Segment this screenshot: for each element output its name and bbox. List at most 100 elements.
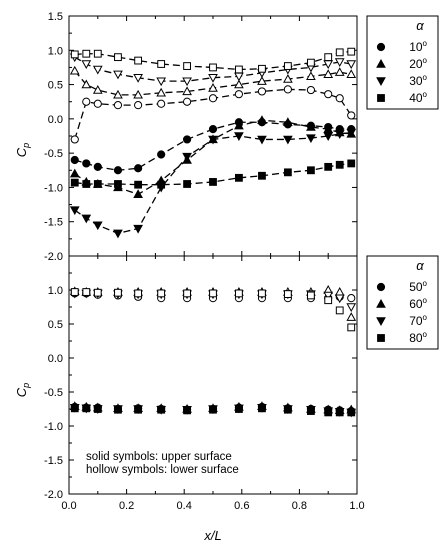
- y-tick-label: -2.0: [44, 489, 63, 501]
- legend-label: 20o: [409, 56, 427, 71]
- data-point: [283, 168, 292, 177]
- annotation-hollow-symbols: hollow symbols: lower surface: [86, 464, 239, 476]
- data-point: [157, 60, 166, 68]
- data-point: [82, 288, 91, 296]
- data-point: [258, 64, 266, 73]
- y-tick-label: -1.0: [44, 182, 63, 194]
- legend-label: 10o: [409, 39, 427, 54]
- top-legend-box: [366, 15, 439, 110]
- data-point: [70, 155, 79, 165]
- y-tick-label: 1.0: [48, 45, 63, 57]
- data-point: [134, 164, 143, 173]
- data-point: [81, 79, 92, 89]
- data-point: [183, 289, 191, 298]
- data-point: [347, 159, 356, 168]
- legend-marker: [376, 77, 386, 87]
- series-circle-lower: [70, 85, 356, 144]
- data-point: [234, 132, 244, 142]
- data-point: [208, 135, 218, 145]
- data-point: [70, 288, 79, 296]
- data-point: [209, 405, 217, 414]
- legend-marker: [376, 282, 386, 292]
- data-point: [92, 221, 103, 231]
- legend-label: 80o: [409, 330, 427, 345]
- data-point: [93, 288, 102, 297]
- data-point: [323, 291, 334, 301]
- x-tick-label: 1.0: [349, 500, 364, 512]
- data-point: [133, 189, 143, 198]
- data-point: [307, 58, 315, 67]
- data-point: [113, 70, 123, 80]
- data-point: [347, 408, 356, 417]
- bottom-legend-title: α: [416, 258, 424, 273]
- top-y-axis: 1.5 1.0 0.5 0.0 -0.5 -1.0 -1.5 -2.0: [44, 11, 358, 263]
- data-point: [335, 306, 344, 315]
- data-point: [283, 85, 292, 94]
- x-tick-label: 0.0: [61, 500, 76, 512]
- data-point: [235, 405, 243, 413]
- top-plot-marks: [69, 47, 357, 239]
- data-point: [82, 97, 91, 106]
- data-point: [182, 86, 192, 96]
- y-tick-label: 1.5: [48, 11, 63, 23]
- data-point: [134, 101, 143, 110]
- annotation-solid-symbols: solid symbols: upper surface: [86, 451, 232, 463]
- data-point: [235, 173, 243, 182]
- bottom-plot-marks: [69, 284, 357, 418]
- x-axis-label: x/L: [203, 528, 221, 543]
- legend-label: 50o: [409, 279, 427, 294]
- data-point: [70, 135, 79, 144]
- data-point: [183, 180, 191, 188]
- data-point: [82, 159, 91, 168]
- data-point: [134, 180, 143, 189]
- data-point: [323, 69, 334, 78]
- data-point: [69, 206, 80, 216]
- data-point: [307, 407, 315, 415]
- data-point: [306, 71, 316, 81]
- data-point: [113, 166, 123, 175]
- data-point: [82, 49, 91, 58]
- data-point: [307, 166, 315, 175]
- data-point: [334, 58, 345, 67]
- data-point: [208, 82, 218, 92]
- y-tick-label: 0.0: [48, 353, 63, 365]
- data-point: [69, 168, 80, 178]
- data-point: [92, 85, 103, 94]
- data-point: [324, 53, 333, 62]
- data-point: [157, 289, 166, 298]
- data-point: [82, 180, 91, 188]
- data-point: [334, 287, 345, 296]
- data-point: [283, 405, 292, 414]
- data-point: [235, 289, 243, 298]
- data-point: [81, 214, 92, 224]
- legend-label: 70o: [409, 313, 427, 328]
- data-point: [183, 62, 191, 70]
- data-point: [306, 122, 316, 131]
- data-point: [283, 135, 293, 145]
- y-tick-label: 0.0: [48, 114, 63, 126]
- top-legend-title: α: [416, 18, 424, 33]
- data-point: [182, 152, 192, 162]
- data-point: [234, 79, 244, 89]
- data-point: [93, 405, 102, 413]
- data-point: [93, 162, 102, 171]
- data-point: [157, 405, 166, 414]
- data-point: [257, 76, 267, 85]
- data-point: [209, 63, 217, 72]
- legend-marker: [376, 58, 386, 68]
- data-point: [283, 117, 293, 126]
- data-point: [70, 50, 79, 59]
- data-point: [335, 94, 344, 103]
- legend-marker: [376, 317, 386, 327]
- data-point: [209, 178, 217, 186]
- data-point: [283, 62, 292, 70]
- data-point: [346, 69, 357, 78]
- data-point: [208, 74, 218, 83]
- data-point: [258, 171, 266, 180]
- data-point: [183, 406, 191, 415]
- y-tick-label: -1.5: [44, 455, 63, 467]
- data-point: [347, 47, 356, 56]
- data-point: [346, 303, 357, 313]
- x-tick-label: 0.4: [177, 500, 192, 512]
- data-point: [70, 178, 79, 187]
